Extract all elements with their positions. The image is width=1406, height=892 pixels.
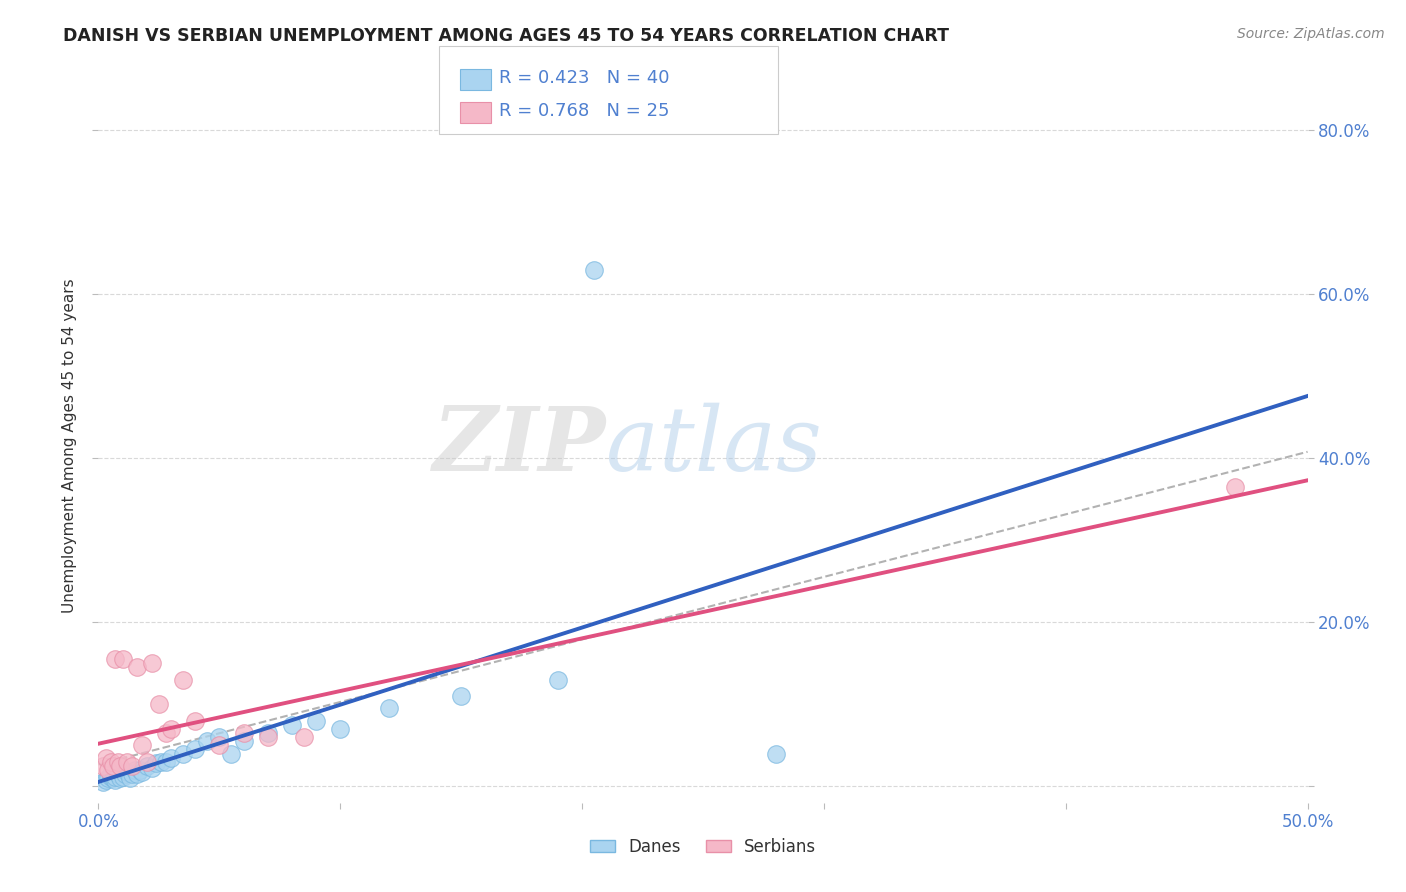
Point <box>100 770 122 784</box>
Point <box>94 750 117 764</box>
Point <box>121 767 143 781</box>
Point <box>450 689 472 703</box>
Text: Source: ZipAtlas.com: Source: ZipAtlas.com <box>1237 27 1385 41</box>
Point <box>107 767 129 781</box>
Legend: Danes, Serbians: Danes, Serbians <box>583 831 823 863</box>
Point <box>148 698 170 712</box>
Point <box>547 673 569 687</box>
Point <box>101 759 124 773</box>
Point <box>208 739 231 753</box>
Point <box>91 759 114 773</box>
Point <box>155 755 177 769</box>
Point <box>127 767 149 781</box>
Text: R = 0.423   N = 40: R = 0.423 N = 40 <box>499 69 669 87</box>
Text: DANISH VS SERBIAN UNEMPLOYMENT AMONG AGES 45 TO 54 YEARS CORRELATION CHART: DANISH VS SERBIAN UNEMPLOYMENT AMONG AGE… <box>63 27 949 45</box>
Point <box>97 763 120 777</box>
Point <box>305 714 328 728</box>
Point <box>104 652 127 666</box>
Point <box>765 747 787 761</box>
Point <box>256 730 278 744</box>
Point <box>292 730 315 744</box>
Y-axis label: Unemployment Among Ages 45 to 54 years: Unemployment Among Ages 45 to 54 years <box>62 278 77 614</box>
Point <box>141 761 163 775</box>
Point <box>104 772 127 787</box>
Point <box>128 763 150 777</box>
Point <box>141 657 163 671</box>
Point <box>97 771 120 785</box>
Point <box>118 771 141 785</box>
Point <box>232 734 254 748</box>
Point <box>117 755 139 769</box>
Point <box>377 701 399 715</box>
Point <box>184 714 207 728</box>
Point <box>1223 480 1246 494</box>
Point <box>583 262 606 277</box>
Text: atlas: atlas <box>606 402 823 490</box>
Point <box>281 718 304 732</box>
Point <box>124 763 146 777</box>
Point <box>127 660 149 674</box>
Point <box>155 726 177 740</box>
Point <box>135 755 157 769</box>
Point <box>107 755 129 769</box>
Point <box>108 771 131 785</box>
Point <box>94 772 117 787</box>
Point <box>172 747 194 761</box>
Point <box>117 764 139 779</box>
Point <box>232 726 254 740</box>
Point <box>100 767 122 781</box>
Point <box>329 722 352 736</box>
Point <box>114 767 136 781</box>
Point <box>131 739 153 753</box>
Point <box>256 726 278 740</box>
Point <box>91 775 114 789</box>
Point <box>160 750 183 764</box>
Point <box>172 673 194 687</box>
Point <box>195 734 218 748</box>
Point <box>121 759 143 773</box>
Point <box>208 730 231 744</box>
Point <box>135 759 157 773</box>
Point <box>150 755 173 769</box>
Point <box>108 759 131 773</box>
Point <box>101 771 124 785</box>
Point <box>160 722 183 736</box>
Point <box>111 770 134 784</box>
Text: R = 0.768   N = 25: R = 0.768 N = 25 <box>499 102 669 120</box>
Point <box>184 742 207 756</box>
Point <box>221 747 243 761</box>
Point <box>111 652 134 666</box>
Point <box>104 770 127 784</box>
Point <box>131 764 153 779</box>
Point <box>145 756 167 771</box>
Point <box>100 755 122 769</box>
Text: ZIP: ZIP <box>433 403 606 489</box>
